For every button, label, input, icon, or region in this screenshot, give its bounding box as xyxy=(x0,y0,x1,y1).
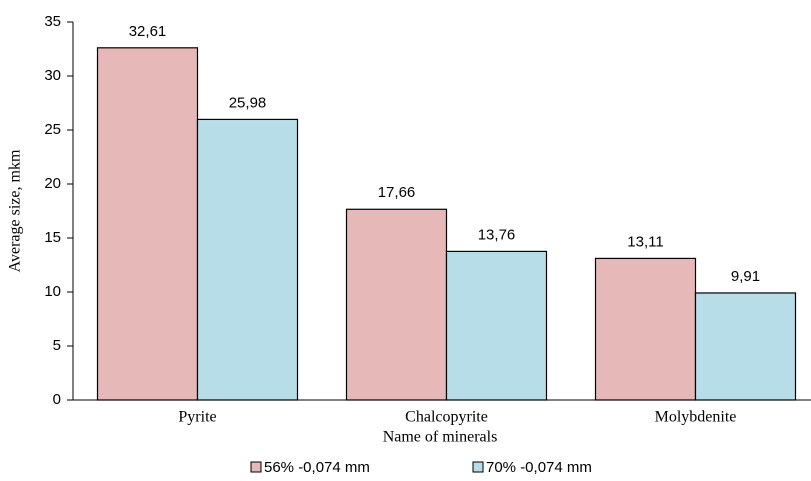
bar xyxy=(445,250,548,401)
bar xyxy=(96,47,199,401)
x-tick-label: Molybdenite xyxy=(655,409,737,426)
legend-swatch xyxy=(472,461,484,473)
y-tick-label: 20 xyxy=(44,175,61,192)
data-label: 32,61 xyxy=(129,23,167,40)
x-tick-label: Pyrite xyxy=(178,409,216,426)
y-tick-label: 35 xyxy=(44,13,61,30)
data-label: 9,91 xyxy=(731,268,760,285)
bar xyxy=(196,118,299,401)
bar xyxy=(694,292,797,401)
legend-label: 56% -0,074 mm xyxy=(264,459,370,476)
y-tick-label: 30 xyxy=(44,67,61,84)
y-tick-label: 0 xyxy=(53,391,61,408)
bar xyxy=(594,257,697,401)
legend-label: 70% -0,074 mm xyxy=(486,459,592,476)
data-label: 13,11 xyxy=(627,233,663,250)
data-label: 25,98 xyxy=(229,94,267,111)
y-axis-label: Average size, mkm xyxy=(7,149,24,272)
data-label: 13,76 xyxy=(478,226,516,243)
x-axis-label: Name of minerals xyxy=(383,429,498,446)
x-tick-label: Chalcopyrite xyxy=(405,409,488,426)
legend-swatch xyxy=(250,461,262,473)
y-tick-label: 5 xyxy=(53,337,61,354)
y-tick-label: 25 xyxy=(44,121,61,138)
bar xyxy=(345,208,448,401)
data-label: 17,66 xyxy=(378,184,416,201)
y-tick-label: 15 xyxy=(44,229,61,246)
y-tick-label: 10 xyxy=(44,283,61,300)
